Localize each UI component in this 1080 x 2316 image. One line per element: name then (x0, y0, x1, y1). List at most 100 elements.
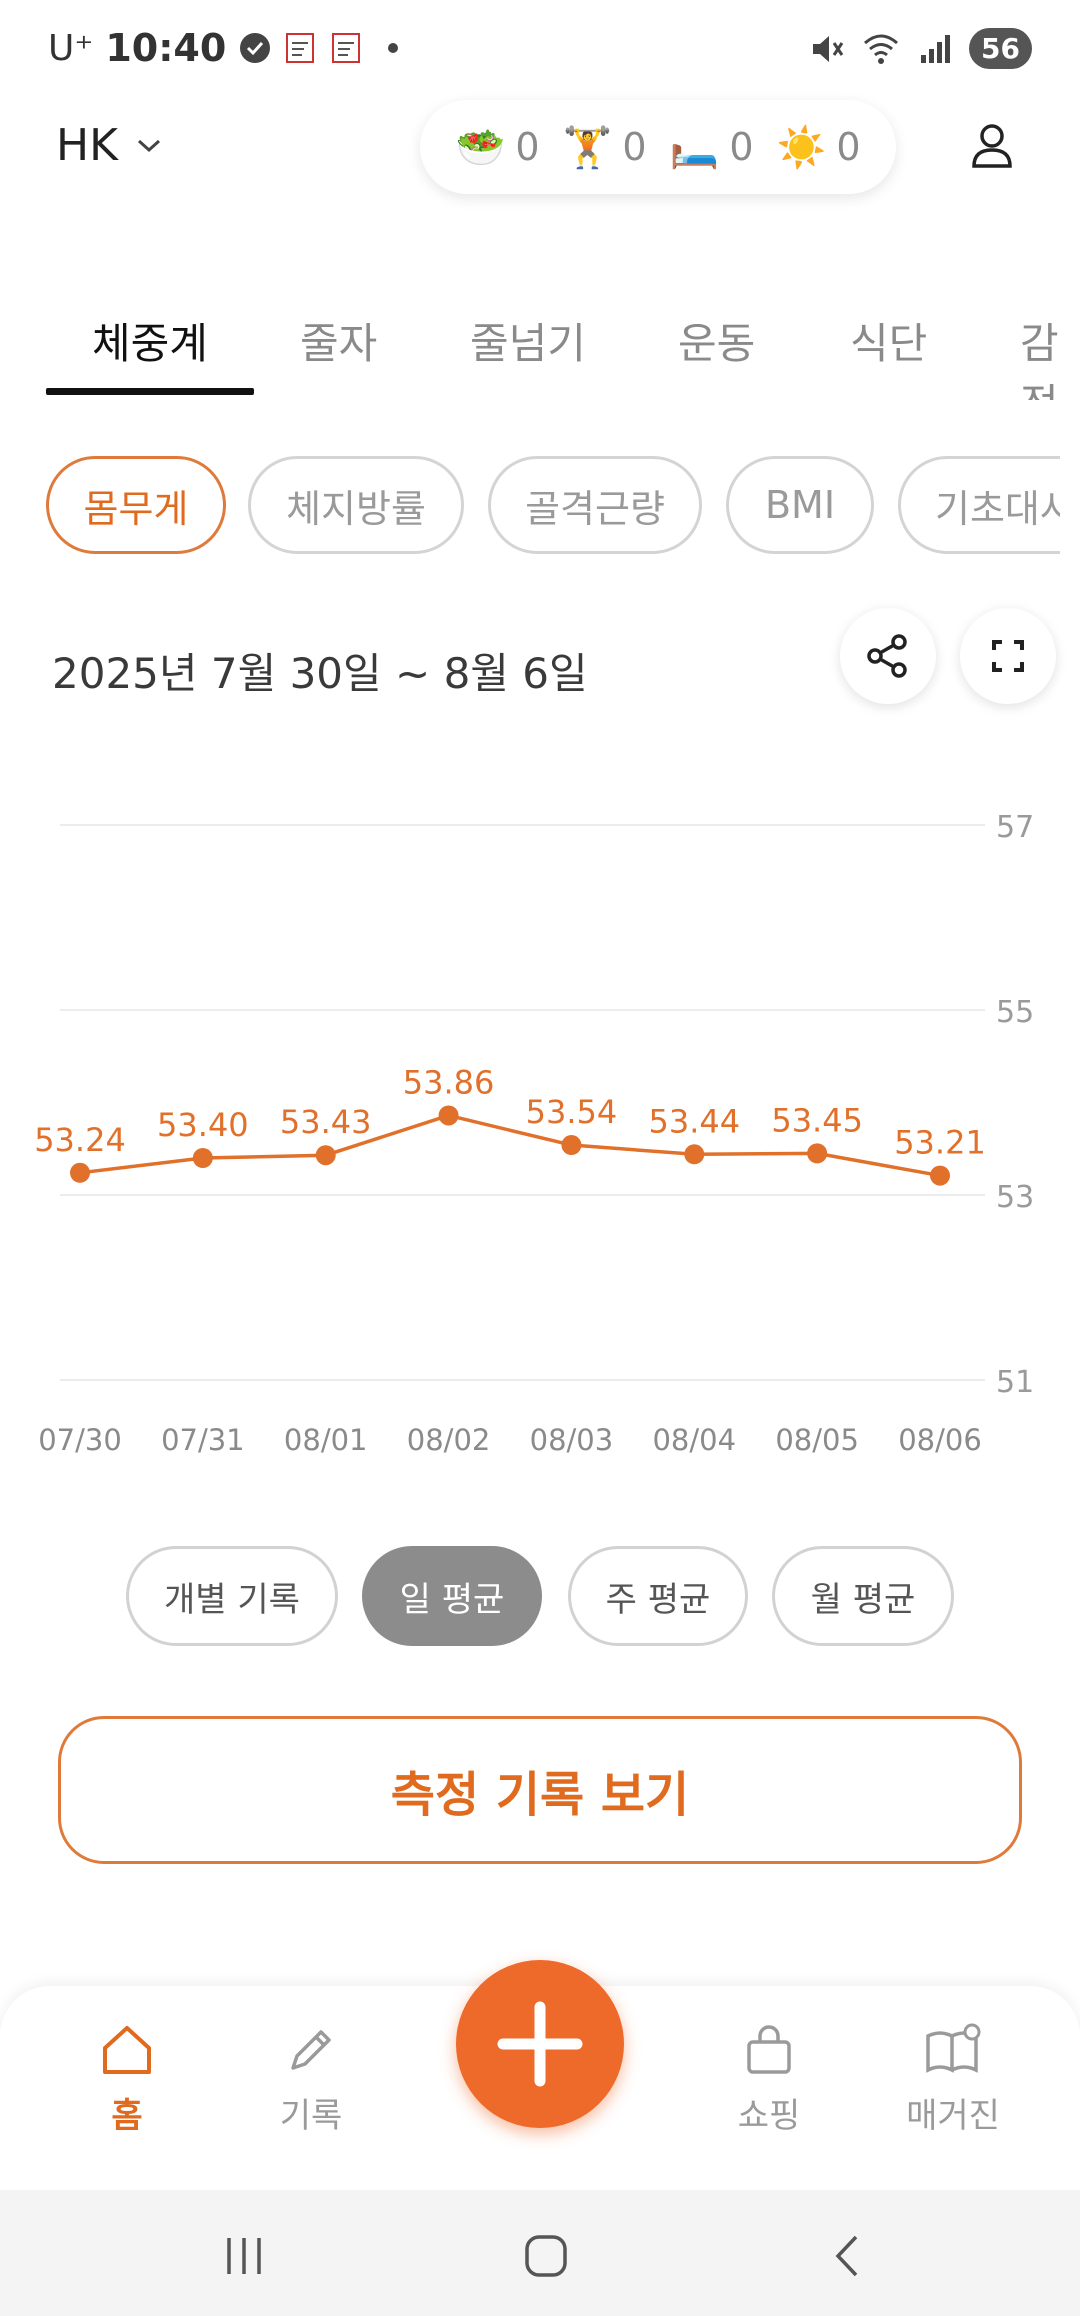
nav-shopping-label: 쇼핑 (737, 2096, 801, 2136)
tab-diet[interactable]: 식단 (850, 319, 928, 368)
home-square-icon (525, 2235, 567, 2277)
data-label: 53.54 (526, 1093, 618, 1131)
data-label: 53.44 (648, 1102, 740, 1140)
nav-magazine[interactable]: 매거진 (878, 2022, 1028, 2137)
dot-icon (388, 43, 399, 53)
mood-count-value: 0 (836, 125, 861, 169)
tab-scale[interactable]: 체중계 (92, 319, 208, 368)
metric-chips: 몸무게 체지방률 골격근량 BMI 기초대사 (0, 456, 1060, 556)
daily-average-button[interactable]: 일 평균 (362, 1546, 542, 1646)
nav-record[interactable]: 기록 (236, 2022, 386, 2137)
active-tab-indicator (46, 388, 254, 395)
data-point (70, 1162, 90, 1183)
mood-count: ☀️ 0 (777, 124, 861, 171)
data-point (315, 1145, 336, 1166)
chevron-down-icon (137, 139, 160, 152)
back-button[interactable] (818, 2226, 878, 2286)
chip-weight[interactable]: 몸무게 (46, 456, 226, 554)
data-point (438, 1105, 459, 1126)
user-icon[interactable] (962, 116, 1022, 176)
check-circle-icon (240, 33, 271, 63)
fullscreen-icon (992, 640, 1024, 672)
chip-body-fat[interactable]: 체지방률 (248, 456, 464, 554)
home-icon (103, 2026, 151, 2074)
sleep-count: 🛏️ 0 (670, 124, 754, 171)
monthly-average-button[interactable]: 월 평균 (772, 1546, 954, 1646)
notes-icon (332, 33, 361, 63)
tab-exercise[interactable]: 운동 (678, 319, 756, 368)
sun-icon: ☀️ (776, 124, 827, 171)
series-line (79, 1113, 941, 1178)
individual-records-button[interactable]: 개별 기록 (126, 1546, 338, 1646)
y-tick-label: 51 (996, 1365, 1034, 1400)
weight-line-chart: 57 55 53 51 53.24 07/30 53.40 07/31 53.43 08/01 53… (34, 810, 1034, 1457)
nav-record-label: 기록 (279, 2096, 343, 2136)
signal-icon (921, 34, 951, 63)
date-range: 2025년 7월 30일 ~ 8월 6일 (52, 649, 588, 698)
pencil-icon (291, 2030, 331, 2070)
nav-home[interactable]: 홈 (52, 2022, 202, 2137)
category-tabs: 체중계 줄자 줄넘기 운동 식단 감정 (0, 300, 1080, 400)
back-chevron-icon (835, 2235, 858, 2277)
profile-selector[interactable]: HK (56, 120, 162, 171)
plus-icon (497, 2001, 583, 2087)
data-label: 53.86 (403, 1063, 495, 1101)
x-tick-label: 08/05 (775, 1423, 859, 1457)
share-button[interactable] (840, 608, 936, 704)
daily-counts-pill[interactable]: 🥗 0 🏋️ 0 🛏️ 0 ☀️ 0 (420, 100, 896, 194)
salad-icon: 🥗 (455, 124, 506, 171)
tab-jump-rope[interactable]: 줄넘기 (470, 319, 586, 368)
x-tick-label: 08/06 (898, 1423, 982, 1457)
x-tick-label: 08/01 (284, 1423, 368, 1457)
weightlifter-icon: 🏋️ (562, 124, 613, 171)
mute-icon (813, 35, 844, 62)
profile-name: HK (56, 120, 118, 171)
view-records-button[interactable]: 측정 기록 보기 (58, 1716, 1022, 1864)
chip-bmr[interactable]: 기초대사 (898, 456, 1060, 554)
battery-indicator: 56 (969, 28, 1032, 69)
sleep-count-value: 0 (729, 125, 754, 169)
y-tick-label: 57 (996, 810, 1034, 845)
y-tick-label: 53 (996, 1180, 1034, 1215)
diet-count-value: 0 (515, 125, 540, 169)
data-label: 53.21 (894, 1124, 986, 1162)
data-point (807, 1143, 828, 1164)
tab-emotion[interactable]: 감정 (1020, 319, 1059, 400)
diet-count: 🥗 0 (456, 124, 540, 171)
status-bar: U⁺ 10:40 56 (0, 0, 1080, 96)
notes-icon (286, 33, 315, 63)
data-label: 53.40 (157, 1106, 249, 1144)
chip-skeletal-muscle[interactable]: 골격근량 (488, 456, 702, 554)
share-icon (867, 634, 907, 678)
tab-tape-measure[interactable]: 줄자 (300, 319, 378, 368)
app-header: HK 🥗 0 🏋️ 0 🛏️ 0 ☀️ 0 (0, 96, 1080, 206)
add-record-button[interactable] (456, 1960, 624, 2128)
wifi-icon (864, 34, 899, 64)
data-point (192, 1148, 213, 1168)
magazine-icon (926, 2023, 981, 2073)
carrier-label: U⁺ (48, 27, 94, 69)
x-tick-label: 08/03 (530, 1423, 614, 1457)
exercise-count: 🏋️ 0 (563, 124, 647, 171)
weekly-average-button[interactable]: 주 평균 (568, 1546, 748, 1646)
recent-apps-button[interactable] (214, 2226, 274, 2286)
nav-shopping[interactable]: 쇼핑 (694, 2022, 844, 2137)
nav-home-label: 홈 (111, 2096, 143, 2136)
data-label: 53.43 (280, 1103, 372, 1141)
y-tick-label: 55 (996, 995, 1034, 1030)
shopping-bag-icon (747, 2025, 791, 2074)
x-tick-label: 08/04 (652, 1423, 736, 1457)
nav-magazine-label: 매거진 (906, 2096, 1000, 2136)
data-label: 53.45 (771, 1101, 863, 1139)
data-point (561, 1135, 582, 1156)
data-point (684, 1144, 705, 1165)
x-tick-label: 07/30 (38, 1423, 122, 1457)
home-system-button[interactable] (516, 2226, 576, 2286)
x-tick-label: 07/31 (161, 1423, 245, 1457)
x-tick-label: 08/02 (407, 1423, 491, 1457)
recent-apps-icon (227, 2238, 261, 2274)
chip-bmi[interactable]: BMI (726, 456, 874, 554)
bed-icon: 🛏️ (669, 124, 720, 171)
system-navigation-bar (0, 2190, 1080, 2316)
fullscreen-button[interactable] (960, 608, 1056, 704)
